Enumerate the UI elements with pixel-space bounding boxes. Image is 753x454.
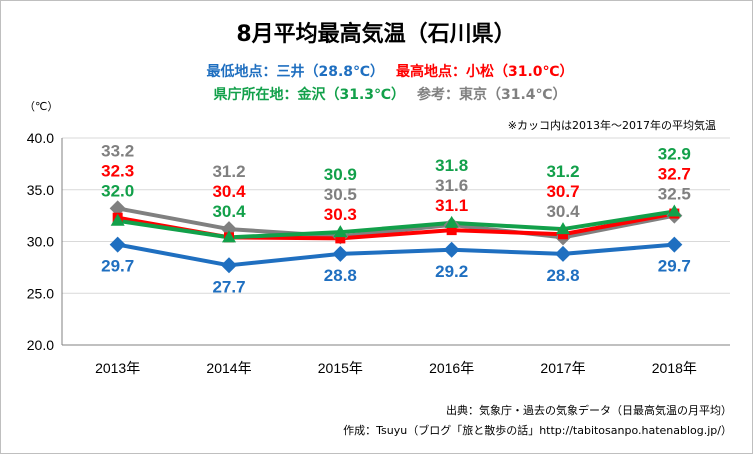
data-label: 28.8 (324, 266, 357, 285)
subtitle-line-1: 最低地点：三井（28.8℃） 最高地点：小松（31.0℃） (207, 63, 574, 80)
data-label: 33.2 (101, 141, 134, 160)
data-label: 32.0 (101, 181, 134, 200)
data-label: 27.7 (212, 277, 245, 296)
x-tick-label: 2017年 (540, 360, 585, 376)
data-point (556, 222, 570, 235)
data-point (335, 233, 346, 244)
chart-title: 8月平均最高気温（石川県） (236, 21, 515, 47)
data-label: 30.7 (546, 182, 579, 201)
y-tick-label: 40.0 (27, 130, 54, 146)
data-label: 31.1 (435, 196, 468, 215)
series-line (117, 209, 675, 240)
data-point (110, 213, 125, 226)
data-label: 30.5 (324, 185, 357, 204)
data-point (446, 225, 457, 236)
x-tick-label: 2015年 (318, 360, 363, 376)
data-label: 32.5 (658, 184, 691, 203)
data-point (221, 257, 237, 274)
subtitle-line-2: 県庁所在地：金沢（31.3℃） 参考：東京（31.4℃） (214, 86, 567, 103)
data-point (109, 200, 126, 217)
data-label: 28.8 (546, 266, 579, 285)
data-label: 32.9 (658, 144, 691, 163)
data-label: 30.4 (212, 202, 246, 221)
x-tick-label: 2014年 (206, 360, 251, 376)
source-line-2: 作成：Tsuyu（ブログ「旅と散歩の話」http://tabitosanpo.h… (343, 423, 732, 437)
subtitle-segment: 参考：東京（31.4℃） (417, 86, 567, 103)
data-label: 31.8 (435, 156, 468, 175)
source-line-1: 出典：気象庁・過去の気象データ（日最高気温の月平均） (446, 403, 732, 417)
gridlines (61, 137, 730, 346)
chart-note: ※カッコ内は2013年～2017年の平均気温 (508, 118, 716, 132)
data-point (667, 204, 682, 217)
x-tick-label: 2013年 (95, 360, 140, 376)
data-label: 30.9 (324, 165, 357, 184)
data-label: 31.6 (435, 176, 468, 195)
series-group (109, 200, 683, 274)
data-point (332, 245, 349, 262)
subtitle-segment: 県庁所在地：金沢（31.3℃） (214, 86, 406, 103)
data-point (555, 245, 571, 262)
data-label: 31.2 (546, 162, 579, 181)
series-line (117, 242, 675, 268)
x-tick-labels: 2013年 2014年 2015年 2016年 2017年 2018年 (95, 360, 697, 376)
data-point (444, 215, 459, 228)
data-point (443, 241, 460, 258)
data-label: 30.4 (212, 182, 246, 201)
y-axis-label: （℃） (24, 100, 58, 113)
data-label: 29.7 (101, 257, 134, 276)
data-label: 30.3 (324, 205, 357, 224)
x-tick-label: 2018年 (652, 360, 697, 376)
data-point (222, 230, 236, 243)
data-point (333, 225, 348, 238)
y-tick-label: 30.0 (27, 234, 54, 250)
data-label: 29.7 (658, 257, 691, 276)
data-label: 31.2 (212, 162, 245, 181)
subtitle-segment: 最低地点：三井（28.8℃） (207, 63, 385, 80)
data-point (558, 229, 568, 240)
subtitle-segment: 最高地点：小松（31.0℃） (396, 63, 574, 80)
y-tick-label: 20.0 (27, 337, 54, 353)
data-labels: 33.232.332.029.731.230.430.427.730.930.5… (101, 141, 691, 296)
data-point (666, 236, 683, 253)
data-point (109, 236, 126, 253)
series-line (117, 206, 675, 240)
x-tick-label: 2016年 (429, 360, 474, 376)
y-tick-label: 35.0 (27, 182, 54, 198)
data-label: 30.4 (546, 202, 580, 221)
y-tick-labels: 20.0 25.0 30.0 35.0 40.0 (27, 130, 54, 353)
data-label: 29.2 (435, 262, 468, 281)
data-label: 32.3 (101, 161, 134, 180)
y-tick-label: 25.0 (27, 285, 54, 301)
data-label: 32.7 (658, 164, 691, 183)
